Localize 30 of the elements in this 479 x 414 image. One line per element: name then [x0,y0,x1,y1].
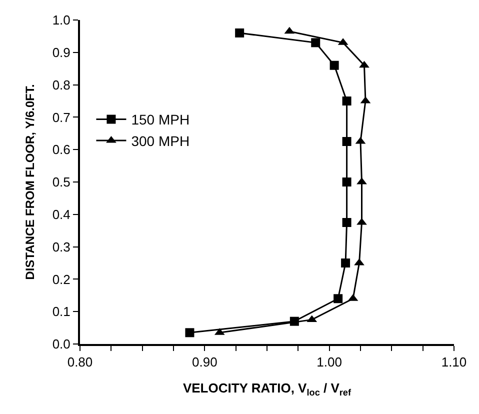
y-tick-label: 0.3 [52,239,70,254]
y-tick-label: 0.2 [52,272,70,287]
y-tick-label: 0.6 [52,142,70,158]
x-tick-label: 1.00 [316,354,342,370]
point [185,328,194,338]
y-tick-label: 0.4 [52,206,70,222]
y-tick-label: 0.0 [52,336,70,352]
x-tick-label: 1.10 [441,354,467,370]
point [235,28,244,38]
y-tick-label: 0.9 [52,44,70,60]
y-tick-label: 0.1 [52,304,70,320]
point [341,258,350,268]
legend-label: 300 MPH [131,132,190,149]
point [342,178,352,186]
point [334,294,343,304]
point [330,60,339,70]
legend-label: 150 MPH [131,112,190,128]
point [359,60,370,68]
point [342,96,352,106]
x-tick-label: 0.80 [67,354,93,370]
y-tick-label: 0.8 [52,77,70,92]
y-tick-label: 1.0 [52,12,70,28]
point [342,137,352,146]
y-tick-label: 0.5 [52,174,70,190]
x-axis-title: VELOCITY RATIO, V$_{loc}$ / V$_{ref}$ [182,380,352,398]
point [342,218,352,227]
y-axis-title: DISTANCE FROM FLOOR, Y/6.0FT. [23,84,38,280]
point [311,38,320,48]
y-tick-label: 0.7 [52,110,70,125]
x-tick-label: 0.90 [192,354,218,370]
